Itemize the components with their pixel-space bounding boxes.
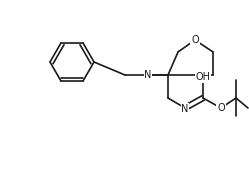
Text: O: O xyxy=(217,103,225,113)
Text: O: O xyxy=(191,35,199,45)
Text: OH: OH xyxy=(195,72,210,82)
Text: N: N xyxy=(181,104,189,114)
Text: N: N xyxy=(144,70,152,80)
